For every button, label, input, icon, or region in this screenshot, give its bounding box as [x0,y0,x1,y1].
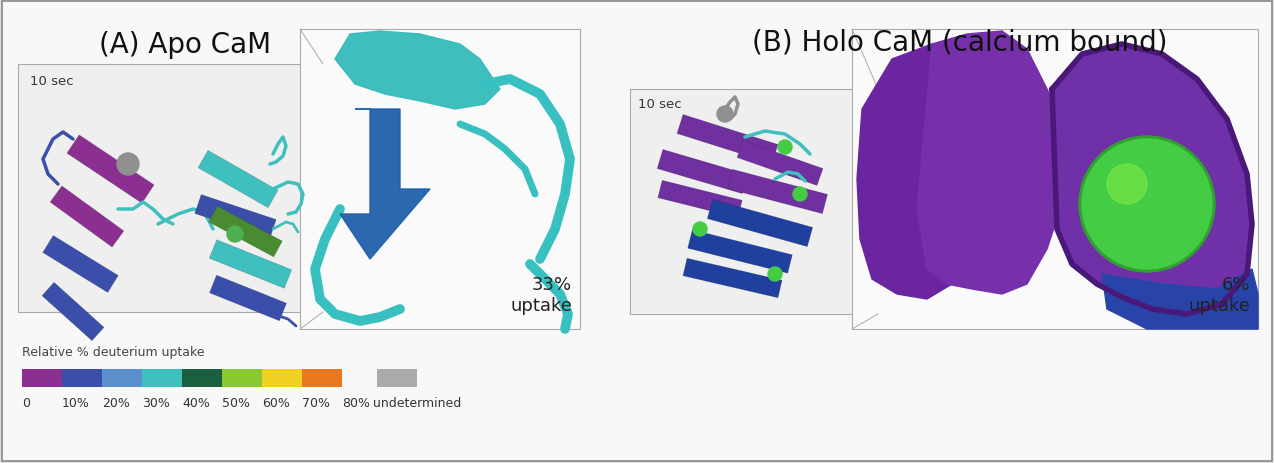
Bar [631,90,878,314]
Circle shape [768,268,782,282]
Circle shape [778,141,792,155]
Text: 33%
uptake: 33% uptake [510,275,572,314]
Bar [22,369,62,387]
Bar [62,369,102,387]
Bar [299,30,580,329]
Polygon shape [340,110,431,259]
Polygon shape [68,136,154,204]
Text: 10%: 10% [62,396,90,409]
Text: 70%: 70% [302,396,330,409]
Text: 40%: 40% [182,396,210,409]
Circle shape [717,107,733,123]
Text: 0: 0 [22,396,31,409]
Polygon shape [657,150,748,194]
Text: (A) Apo CaM: (A) Apo CaM [99,31,271,59]
Polygon shape [50,187,124,248]
Circle shape [1082,140,1212,269]
Polygon shape [657,181,743,218]
Bar [18,65,324,313]
Circle shape [1107,165,1147,205]
Polygon shape [676,115,778,164]
Circle shape [117,154,139,175]
Circle shape [693,223,707,237]
Polygon shape [1052,45,1252,314]
Text: 10 sec: 10 sec [31,75,74,88]
Bar [262,369,302,387]
Bar [852,30,1257,329]
Polygon shape [738,141,823,186]
Text: undetermined: undetermined [373,396,461,409]
Bar [377,369,417,387]
Circle shape [227,226,243,243]
Polygon shape [209,206,283,257]
Bar [141,369,182,387]
Polygon shape [917,32,1071,294]
Text: 30%: 30% [141,396,169,409]
Polygon shape [209,240,292,288]
Circle shape [792,188,806,201]
Polygon shape [683,259,782,298]
Text: 80%: 80% [341,396,369,409]
Polygon shape [1102,269,1257,329]
Polygon shape [197,151,278,208]
Polygon shape [43,236,118,293]
Text: 10 sec: 10 sec [638,98,682,111]
Text: 20%: 20% [102,396,130,409]
Text: 6%
uptake: 6% uptake [1189,275,1250,314]
Polygon shape [209,275,287,321]
Text: (B) Holo CaM (calcium bound): (B) Holo CaM (calcium bound) [752,28,1168,56]
Polygon shape [707,200,813,247]
Bar [182,369,222,387]
Circle shape [1079,137,1215,272]
Polygon shape [688,230,792,274]
Bar [102,369,141,387]
Bar [222,369,262,387]
Polygon shape [195,195,276,239]
Polygon shape [335,32,499,110]
Polygon shape [727,170,828,214]
Text: Relative % deuterium uptake: Relative % deuterium uptake [22,345,205,358]
Text: 60%: 60% [262,396,290,409]
Polygon shape [42,283,104,341]
Polygon shape [857,45,982,300]
Bar [302,369,341,387]
Text: 50%: 50% [222,396,250,409]
